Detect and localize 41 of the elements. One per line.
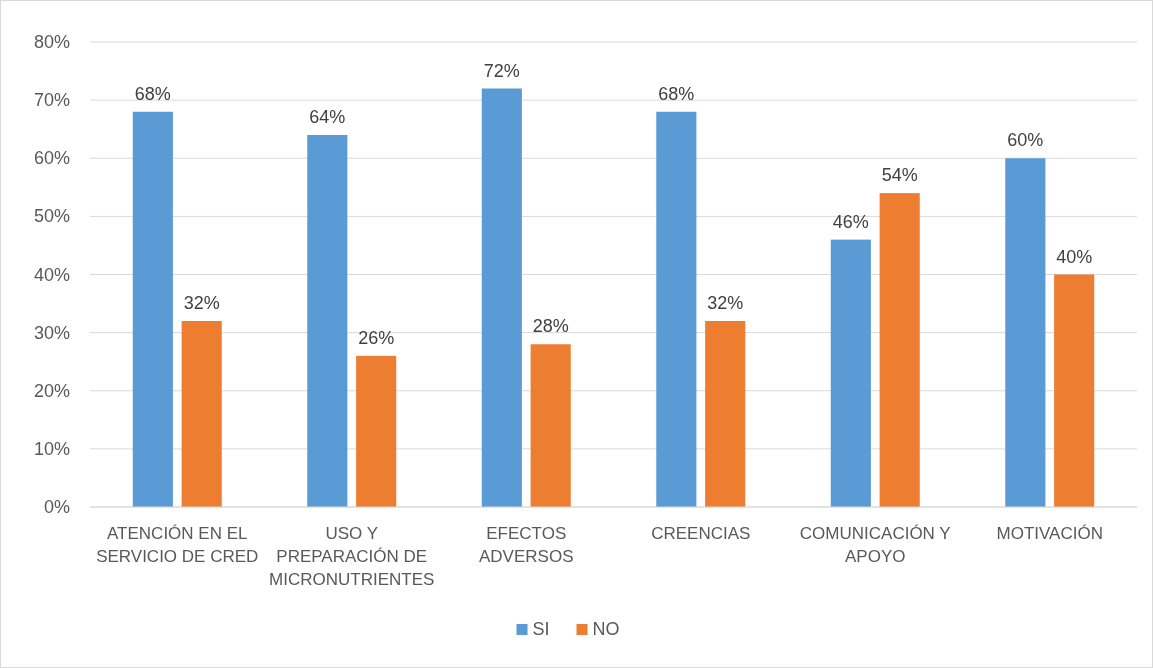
bar	[705, 321, 746, 507]
data-label: 46%	[832, 211, 869, 232]
bar	[530, 344, 571, 507]
y-tick-label: 50%	[33, 206, 70, 227]
bar	[879, 193, 920, 507]
y-tick-label: 30%	[33, 322, 70, 343]
y-tick-label: 10%	[33, 438, 70, 459]
bar	[656, 111, 697, 507]
y-tick-label: 20%	[33, 380, 70, 401]
bar	[830, 239, 871, 507]
data-label: 26%	[358, 327, 395, 348]
bar	[1054, 274, 1095, 507]
data-label: 32%	[183, 293, 220, 313]
x-tick-label: USO Y PREPARACIÓN DE MICRONUTRIENTES	[269, 524, 435, 589]
data-label: 60%	[1007, 130, 1044, 151]
bar	[307, 135, 348, 507]
data-label: 32%	[707, 293, 744, 313]
x-tick-label: MOTIVACIÓN	[996, 524, 1103, 543]
data-label: 68%	[134, 83, 171, 104]
data-label: 64%	[309, 107, 346, 127]
x-tick-label: COMUNICACIÓN Y APOYO	[799, 524, 951, 566]
y-tick-label: 40%	[33, 264, 70, 285]
y-tick-label: 0%	[43, 497, 70, 517]
bar	[1005, 158, 1046, 507]
x-tick-label: EFECTOS ADVERSOS	[479, 524, 574, 566]
bar	[181, 321, 222, 507]
bar	[132, 111, 173, 507]
data-label: 40%	[1056, 246, 1093, 267]
data-label: 72%	[483, 60, 520, 81]
data-label: 68%	[658, 83, 695, 104]
x-tick-label: CREENCIAS	[651, 524, 751, 543]
legend-label: NO	[592, 619, 620, 639]
x-tick-label: ATENCIÓN EN EL SERVICIO DE CRED	[96, 524, 259, 566]
data-label: 28%	[532, 316, 569, 337]
legend-label: SI	[532, 619, 550, 639]
y-tick-label: 80%	[33, 32, 70, 52]
bar	[481, 88, 522, 507]
y-tick-label: 60%	[33, 148, 70, 169]
data-label: 54%	[881, 165, 918, 186]
bar	[356, 355, 397, 507]
y-tick-label: 70%	[33, 90, 70, 111]
